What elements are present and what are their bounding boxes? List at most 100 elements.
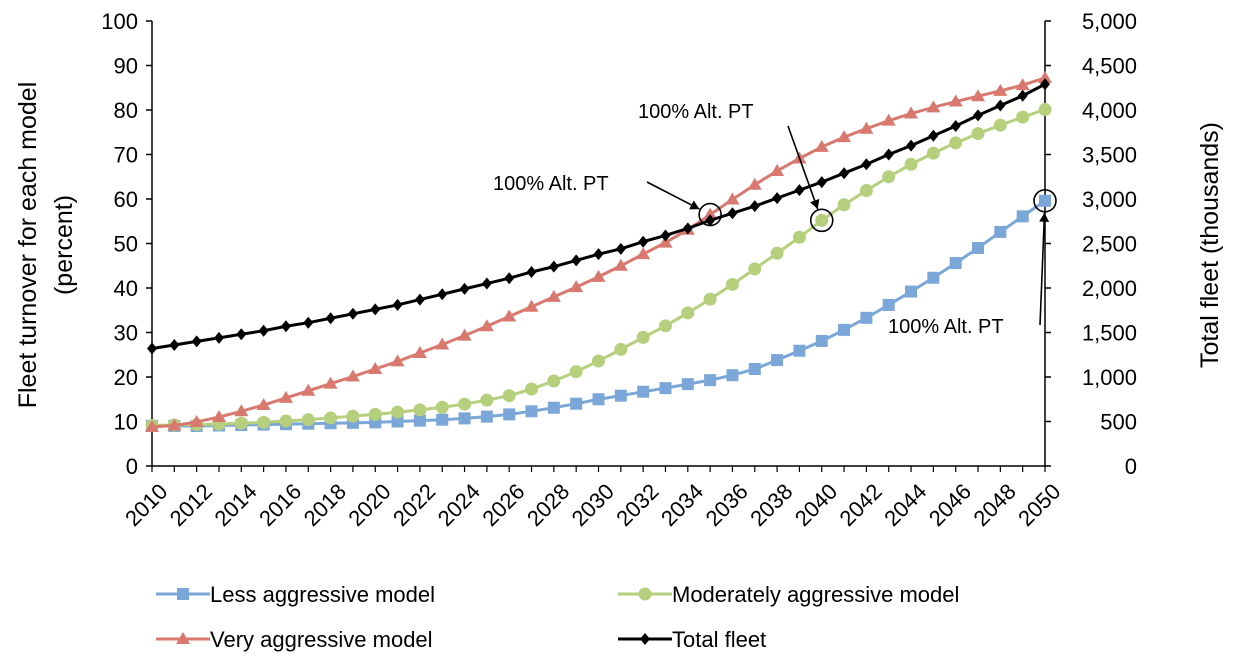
total-fleet-point (660, 229, 671, 242)
moderately-aggressive-model-point (748, 262, 762, 276)
total-fleet-point (1040, 78, 1050, 91)
very-aggressive-model-point (345, 369, 360, 382)
total-fleet-point (303, 316, 314, 329)
very-aggressive-model-point (256, 398, 271, 411)
very-aggressive-model-point (457, 328, 472, 341)
less-aggressive-model-point (860, 311, 873, 324)
annotation-arrow (646, 181, 700, 210)
moderately-aggressive-model-point (301, 413, 315, 427)
total-fleet-point (526, 265, 537, 278)
x-tick-label: 2010 (120, 479, 172, 531)
total-fleet-point (950, 120, 961, 133)
total-fleet-point (437, 288, 448, 301)
very-aggressive-model-point (591, 269, 606, 282)
less-aggressive-model-point (882, 298, 895, 311)
moderately-aggressive-model-point (592, 354, 605, 368)
right-tick-label: 3,500 (1082, 143, 1137, 168)
very-aggressive-model-point (390, 354, 405, 367)
x-tick-label: 2016 (254, 479, 306, 531)
left-tick-label: 30 (114, 321, 138, 346)
left-tick-label: 50 (114, 232, 138, 257)
x-tick-label: 2038 (745, 479, 797, 531)
moderately-aggressive-model-point (703, 292, 717, 306)
total-fleet-point (638, 235, 649, 248)
left-tick-label: 0 (126, 454, 138, 479)
less-aggressive-model-point (525, 405, 538, 418)
very-aggressive-model-point (725, 192, 740, 205)
right-tick-label: 5,000 (1082, 9, 1137, 34)
moderately-aggressive-model-point (770, 246, 784, 260)
plot-area: 010203040506070809010005001,0001,5002,00… (101, 9, 1137, 531)
less-aggressive-model-point (413, 414, 426, 427)
total-fleet-point (459, 282, 470, 295)
total-fleet-point (325, 312, 336, 325)
moderately-aggressive-model-point (949, 136, 963, 150)
right-axis-title: Total fleet (thousands) (1196, 122, 1224, 368)
very-aggressive-model-point (747, 177, 762, 190)
left-tick-label: 60 (114, 187, 138, 212)
less-aggressive-model-point (391, 415, 404, 428)
less-aggressive-model-point (614, 389, 627, 402)
less-aggressive-model-point (436, 413, 449, 426)
moderately-aggressive-model-point (391, 405, 405, 419)
very-aggressive-model-point (167, 418, 182, 431)
total-fleet-point (682, 222, 693, 235)
very-aggressive-model-point (770, 163, 785, 176)
very-aggressive-model-point (881, 113, 896, 126)
less-aggressive-model-point (838, 323, 851, 336)
right-tick-label: 1,000 (1082, 365, 1137, 390)
right-tick-label: 3,000 (1082, 187, 1137, 212)
annotation-circle (1033, 188, 1057, 213)
x-tick-label: 2014 (209, 479, 261, 531)
annotation-circle (809, 208, 834, 233)
total-fleet-point (839, 167, 850, 180)
moderately-aggressive-model-line (151, 108, 1046, 428)
less-aggressive-model-point (905, 285, 918, 298)
x-tick-label: 2030 (567, 479, 619, 531)
moderately-aggressive-model-point (547, 374, 561, 388)
very-aggressive-model-point (1015, 78, 1030, 91)
very-aggressive-model-point (948, 94, 963, 107)
total-fleet-point (191, 335, 202, 348)
x-tick-label: 2048 (968, 479, 1020, 531)
x-tick-label: 2050 (1013, 479, 1065, 531)
total-fleet-point (147, 342, 157, 355)
legend-swatch-marker-total-fleet (640, 633, 650, 645)
less-aggressive-model-point (793, 344, 806, 357)
total-fleet-point (727, 207, 738, 220)
annotation-arrowhead (809, 198, 820, 210)
total-fleet-point (772, 192, 783, 205)
total-fleet-point (593, 248, 604, 261)
right-tick-label: 4,500 (1082, 54, 1137, 79)
total-fleet-point (571, 254, 582, 267)
x-tick-label: 2044 (879, 479, 931, 531)
moderately-aggressive-model-point (569, 365, 583, 379)
less-aggressive-model-point (547, 401, 560, 414)
very-aggressive-model-point (524, 299, 539, 312)
less-aggressive-model-point (1039, 194, 1051, 207)
moderately-aggressive-model-point (926, 146, 940, 160)
moderately-aggressive-model-point (480, 393, 494, 407)
less-aggressive-model-point (681, 378, 694, 391)
legend-label-total-fleet: Total fleet (672, 627, 766, 652)
x-tick-label: 2026 (477, 479, 529, 531)
very-aggressive-model-point (971, 89, 986, 102)
annotation-label: 100% Alt. PT (888, 316, 1004, 338)
total-fleet-point (1017, 89, 1028, 102)
moderately-aggressive-model-point (681, 306, 695, 320)
legend-label-very-aggressive-model: Very aggressive model (210, 627, 433, 652)
very-aggressive-model-point (904, 106, 919, 119)
total-fleet-point (615, 242, 626, 255)
very-aggressive-model-point (926, 100, 941, 113)
legend-swatch-marker-less-aggressive-model (177, 588, 189, 600)
very-aggressive-model-point (636, 247, 651, 260)
less-aggressive-model-point (815, 334, 828, 347)
moderately-aggressive-model-point (904, 157, 918, 171)
very-aggressive-model-point (278, 390, 293, 403)
total-fleet-point (481, 277, 492, 290)
moderately-aggressive-model-point (636, 330, 650, 344)
x-tick-label: 2034 (656, 479, 708, 531)
very-aggressive-model-point (546, 289, 561, 302)
total-fleet-point (883, 148, 894, 161)
